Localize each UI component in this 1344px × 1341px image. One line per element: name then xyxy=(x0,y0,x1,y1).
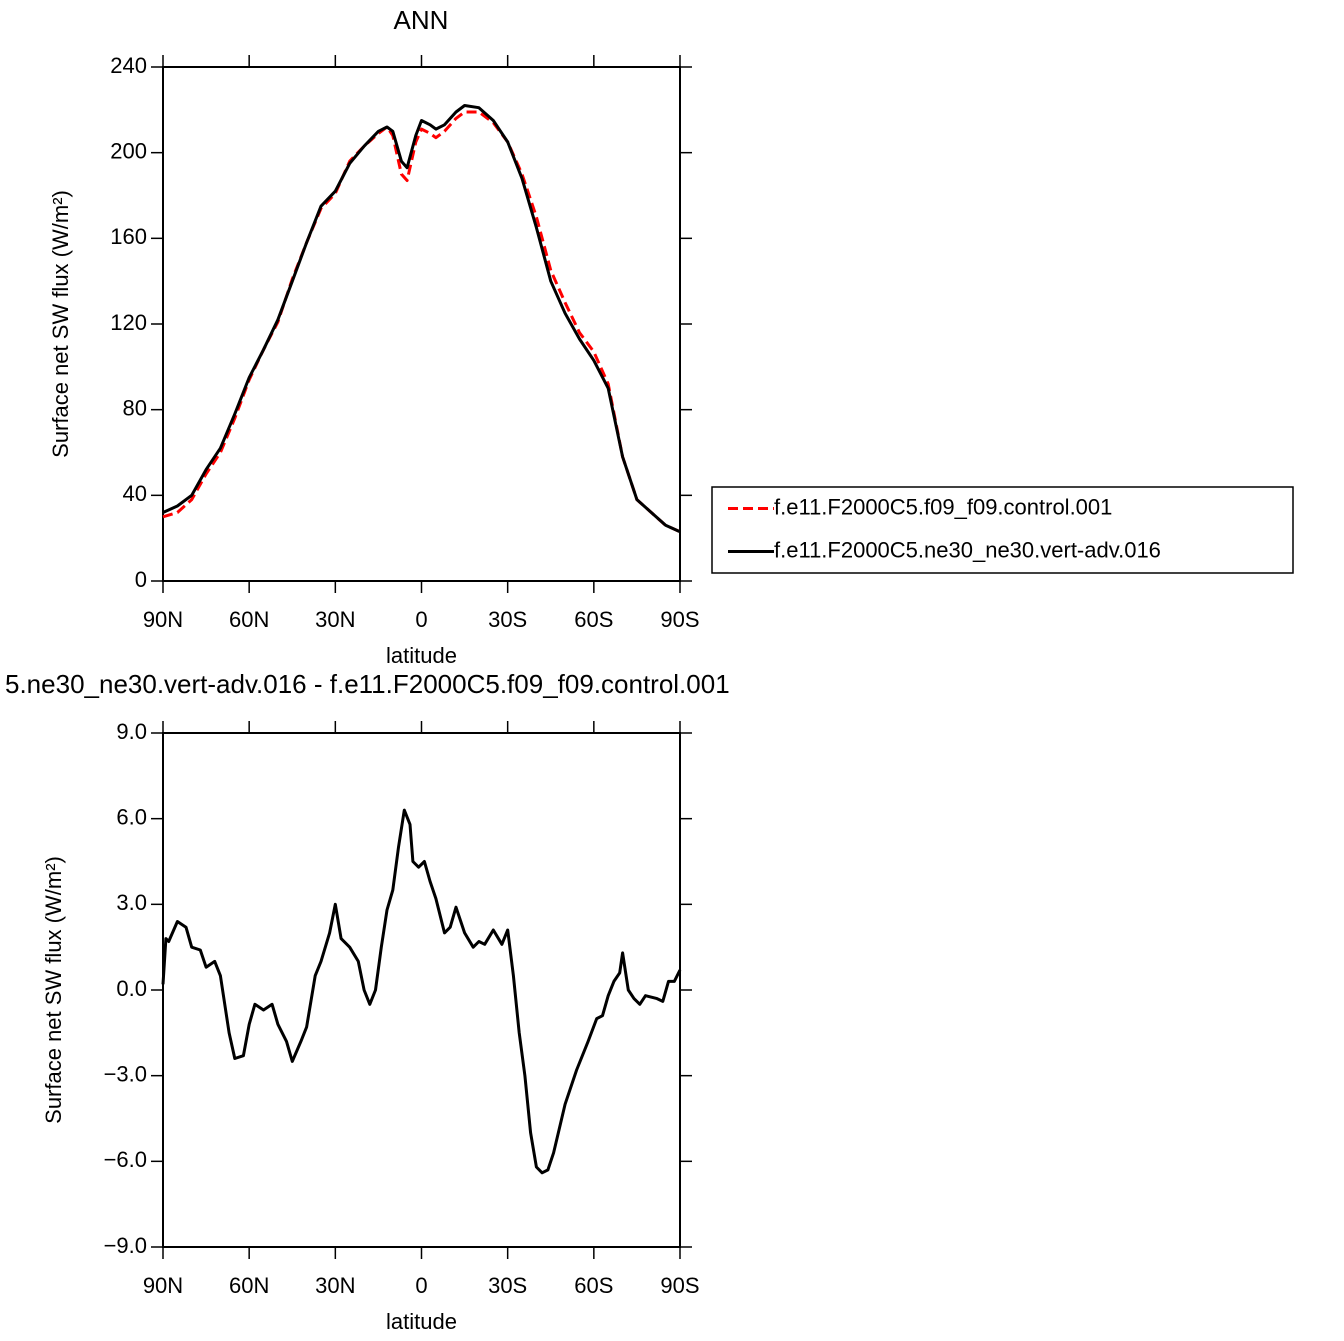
y-axis-label: Surface net SW flux (W/m²) xyxy=(48,190,73,458)
x-axis-label: latitude xyxy=(386,643,457,668)
x-axis-label: latitude xyxy=(386,1309,457,1334)
data-line xyxy=(161,808,682,1175)
y-tick-label: −3.0 xyxy=(104,1061,147,1086)
y-tick-label: 40 xyxy=(123,481,147,506)
y-axis-label: Surface net SW flux (W/m²) xyxy=(41,856,66,1124)
x-tick-label: 60N xyxy=(229,1273,269,1298)
x-tick-label: 90N xyxy=(143,607,183,632)
y-tick-label: 6.0 xyxy=(116,804,147,829)
x-tick-label: 30S xyxy=(488,607,527,632)
y-tick-label: 3.0 xyxy=(116,890,147,915)
y-tick-label: 120 xyxy=(110,310,147,335)
x-tick-label: 30N xyxy=(315,607,355,632)
y-tick-label: 0.0 xyxy=(116,976,147,1001)
x-tick-label: 0 xyxy=(415,1273,427,1298)
legend-label: f.e11.F2000C5.f09_f09.control.001 xyxy=(774,494,1112,519)
y-tick-label: 160 xyxy=(110,224,147,249)
x-tick-label: 60S xyxy=(574,1273,613,1298)
y-tick-label: 9.0 xyxy=(116,719,147,744)
data-line xyxy=(162,110,681,534)
legend-label: f.e11.F2000C5.ne30_ne30.vert-adv.016 xyxy=(774,537,1161,562)
y-tick-label: 240 xyxy=(110,53,147,78)
x-tick-label: 60S xyxy=(574,607,613,632)
data-line xyxy=(162,104,681,534)
y-tick-label: 200 xyxy=(110,138,147,163)
x-tick-label: 30N xyxy=(315,1273,355,1298)
chart-title: ANN xyxy=(394,5,449,35)
y-tick-label: −9.0 xyxy=(104,1233,147,1258)
plot-frame xyxy=(162,732,681,1248)
x-tick-label: 0 xyxy=(415,607,427,632)
x-tick-label: 60N xyxy=(229,607,269,632)
x-tick-label: 30S xyxy=(488,1273,527,1298)
legend-box xyxy=(711,486,1294,574)
y-tick-label: 0 xyxy=(135,567,147,592)
chart-title: 5.ne30_ne30.vert-adv.016 - f.e11.F2000C5… xyxy=(5,669,730,699)
x-tick-label: 90S xyxy=(660,1273,699,1298)
plot-frame xyxy=(162,66,681,582)
x-tick-label: 90S xyxy=(660,607,699,632)
y-tick-label: −6.0 xyxy=(104,1147,147,1172)
x-tick-label: 90N xyxy=(143,1273,183,1298)
y-tick-label: 80 xyxy=(123,395,147,420)
